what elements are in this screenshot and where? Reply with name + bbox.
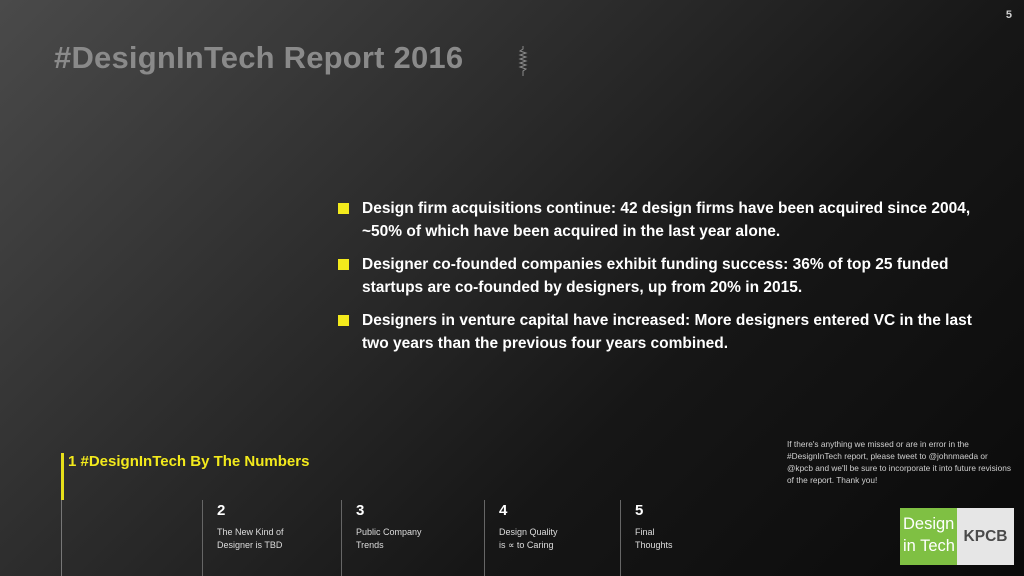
section-number: 2 [217,502,226,519]
section-label: Final Thoughts [635,527,673,550]
section-nav-item-4[interactable]: 4 Design Quality is ∝ to Caring [484,500,609,576]
bullet-square-icon [338,203,349,214]
section-nav-item-2[interactable]: 2 The New Kind of Designer is TBD [202,500,327,576]
logo-line-1: Design [903,515,955,533]
bullet-item: Design firm acquisitions continue: 42 de… [338,197,998,243]
bullet-square-icon [338,315,349,326]
section-nav-item-5[interactable]: 5 Final Thoughts [620,500,745,576]
logo-line-2: in Tech [903,537,955,555]
bullet-text: Designer co-founded companies exhibit fu… [362,256,949,296]
slide-number: 5 [1005,9,1012,21]
bullet-text: Design firm acquisitions continue: 42 de… [362,200,971,240]
page-title: #DesignInTech Report 2016 [54,40,464,75]
section-number: 4 [499,502,508,519]
section-nav-item-3[interactable]: 3 Public Company Trends [341,500,466,576]
section-label: The New Kind of Designer is TBD [217,527,284,550]
bullet-item: Designers in venture capital have increa… [338,309,998,355]
kpcb-logo: KPCB [957,508,1014,565]
design-in-tech-logo: Design in Tech [900,508,957,565]
current-section-label[interactable]: 1 #DesignInTech By The Numbers [68,453,310,470]
feedback-note: If there's anything we missed or are in … [787,439,1011,485]
current-section-indicator [61,453,64,500]
section-label: Design Quality is ∝ to Caring [499,527,558,550]
section-number: 3 [356,502,365,519]
bullet-list: Design firm acquisitions continue: 42 de… [338,197,998,365]
bullet-item: Designer co-founded companies exhibit fu… [338,253,998,299]
squiggle-icon [518,46,528,76]
section-divider [61,500,62,576]
bullet-text: Designers in venture capital have increa… [362,312,972,352]
bullet-square-icon [338,259,349,270]
section-number: 5 [635,502,644,519]
section-label: Public Company Trends [356,527,422,550]
